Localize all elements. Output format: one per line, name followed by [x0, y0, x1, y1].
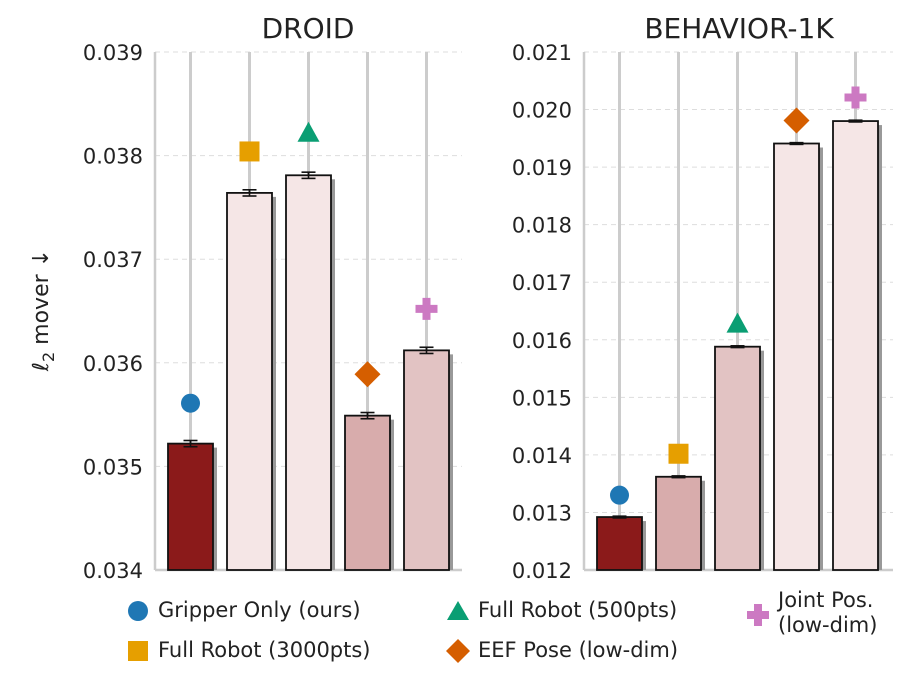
legend-item-full-robot-500: Full Robot (500pts) [438, 596, 677, 626]
bar [285, 174, 332, 571]
legend-label: Full Robot (3000pts) [158, 638, 371, 662]
y-tick-label: 0.015 [512, 386, 572, 410]
diamond-marker-icon [438, 636, 478, 666]
chart-title: BEHAVIOR-1K [644, 12, 834, 45]
marker-circle-0 [181, 393, 200, 413]
bar [832, 120, 879, 571]
circle-marker-icon [118, 596, 158, 626]
legend-square [128, 641, 148, 661]
marker-diamond-3 [783, 107, 810, 134]
marker-square-1 [668, 443, 689, 464]
chart-title: DROID [262, 12, 355, 45]
legend-label: Joint Pos. (low-dim) [778, 588, 878, 637]
y-tick-label: 0.035 [83, 455, 143, 479]
plus-marker-icon [738, 600, 778, 630]
y-label-main: mover [29, 273, 54, 344]
y-tick-label: 0.017 [512, 271, 572, 295]
panel-droid: DROID 0.034 0.035 0.036 0.037 0.038 0.039 [83, 12, 462, 583]
triangle-marker-icon [438, 596, 478, 626]
y-tick-label: 0.020 [512, 99, 572, 123]
bar [226, 191, 273, 571]
legend-item-full-robot-3000: Full Robot (3000pts) [118, 636, 371, 666]
marker-plus-4 [415, 297, 438, 320]
y-tick-label: 0.016 [512, 329, 572, 353]
marker-plus-4 [844, 86, 867, 109]
y-label-ell: ℓ [29, 362, 54, 372]
legend: Gripper Only (ours) Full Robot (500pts) … [118, 586, 918, 676]
chart-canvas: ℓ2 mover ↓ DROID 0.034 0.035 0.036 0.037 0.03… [29, 12, 893, 583]
y-tick-label: 0.039 [83, 41, 143, 65]
y-tick-label: 0.036 [83, 352, 143, 376]
y-tick-label: 0.034 [83, 559, 143, 583]
bar [344, 414, 391, 571]
legend-item-joint-pos: Joint Pos. (low-dim) [738, 586, 877, 638]
marker-triangle-2 [726, 312, 749, 333]
legend-item-eef-pose: EEF Pose (low-dim) [438, 636, 678, 666]
marker-diamond-3 [354, 361, 381, 388]
bar [655, 475, 702, 571]
legend-label: Gripper Only (ours) [158, 598, 361, 622]
bar [403, 349, 450, 571]
y-tick-label: 0.037 [83, 248, 143, 272]
legend-plus [747, 604, 769, 626]
square-marker-icon [118, 636, 158, 666]
y-tick-label: 0.021 [512, 41, 572, 65]
marker-square-1 [239, 141, 260, 162]
legend-triangle [447, 601, 469, 620]
legend-label: Full Robot (500pts) [478, 598, 678, 622]
y-label-sub: 2 [39, 352, 58, 362]
legend-item-gripper-only: Gripper Only (ours) [118, 596, 361, 626]
legend-circle [128, 601, 148, 621]
y-label-arrow: ↓ [29, 249, 54, 267]
legend-label: EEF Pose (low-dim) [478, 638, 679, 662]
marker-triangle-2 [297, 121, 320, 142]
bar [714, 345, 761, 571]
y-tick-label: 0.019 [512, 156, 572, 180]
bar [167, 442, 214, 571]
panel-behavior-1k: BEHAVIOR-1K 0.012 0.013 0.014 0.015 0.016 0.01… [512, 12, 893, 583]
y-tick-label: 0.014 [512, 444, 572, 468]
svg-text:ℓ2 mover ↓: ℓ2 mover ↓ [29, 249, 58, 372]
bar [773, 142, 820, 571]
bar [596, 516, 643, 571]
y-tick-label: 0.018 [512, 214, 572, 238]
y-tick-label: 0.013 [512, 501, 572, 525]
y-axis-label: ℓ2 mover ↓ [29, 249, 58, 372]
y-tick-label: 0.012 [512, 559, 572, 583]
legend-diamond [446, 639, 470, 663]
marker-circle-0 [610, 485, 629, 505]
y-tick-label: 0.038 [83, 145, 143, 169]
